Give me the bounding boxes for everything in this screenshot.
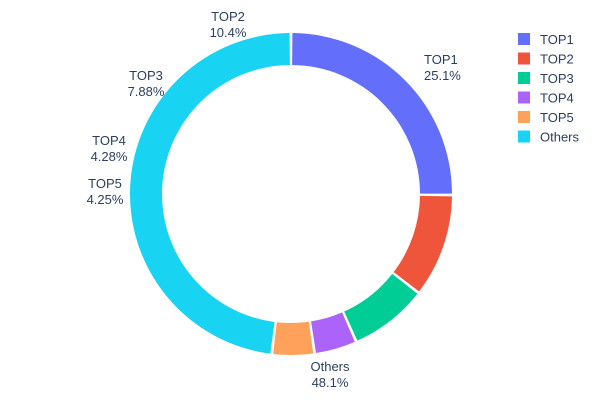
slice-label-percent: 48.1%	[312, 375, 349, 390]
legend-swatch-top2[interactable]	[518, 52, 530, 65]
slice-label-name: TOP4	[92, 133, 126, 148]
legend-swatch-others[interactable]	[518, 130, 530, 143]
slice-labels-group: TOP1 25.1% TOP2 10.4% TOP3 7.88% TOP4 4.28% TOP5…	[87, 9, 462, 390]
slice-label-name: TOP5	[88, 176, 122, 191]
slice-label-percent: 4.28%	[91, 149, 128, 164]
legend-swatch-top4[interactable]	[518, 91, 530, 104]
slice-label-percent: 4.25%	[87, 192, 124, 207]
pie-slice-top5[interactable]	[273, 321, 314, 355]
slice-label-percent: 7.88%	[128, 84, 165, 99]
legend-label-top5[interactable]: TOP5	[540, 110, 574, 125]
chart-legend[interactable]: TOP1 TOP2 TOP3 TOP4 TOP5 Others	[518, 32, 580, 145]
slice-label-name: TOP1	[424, 52, 458, 67]
pie-slice-top4[interactable]	[311, 312, 355, 354]
slice-label-percent: 25.1%	[424, 68, 461, 83]
legend-swatch-top3[interactable]	[518, 72, 530, 84]
pie-slice-top2[interactable]	[393, 195, 452, 292]
legend-label-others[interactable]: Others	[540, 130, 580, 145]
legend-swatch-top5[interactable]	[518, 111, 530, 123]
pie-slices-group	[129, 33, 452, 355]
legend-label-top2[interactable]: TOP2	[540, 52, 574, 67]
slice-label-name: TOP2	[211, 9, 245, 24]
legend-swatch-top1[interactable]	[518, 33, 530, 45]
slice-label-top5: TOP5 4.25%	[87, 176, 124, 207]
legend-label-top3[interactable]: TOP3	[540, 71, 574, 86]
legend-label-top1[interactable]: TOP1	[540, 32, 574, 47]
legend-label-top4[interactable]: TOP4	[540, 91, 574, 106]
slice-label-percent: 10.4%	[210, 25, 247, 40]
slice-label-top3: TOP3 7.88%	[128, 68, 165, 99]
slice-label-name: TOP3	[129, 68, 163, 83]
pie-slice-others[interactable]	[129, 33, 290, 354]
slice-label-top4: TOP4 4.28%	[91, 133, 128, 164]
pie-slice-top3[interactable]	[344, 273, 418, 341]
slice-label-others: Others 48.1%	[310, 359, 350, 390]
slice-label-top2: TOP2 10.4%	[210, 9, 247, 40]
slice-label-name: Others	[310, 359, 350, 374]
slice-label-top1: TOP1 25.1%	[424, 52, 461, 83]
pie-slice-top1[interactable]	[292, 33, 452, 194]
